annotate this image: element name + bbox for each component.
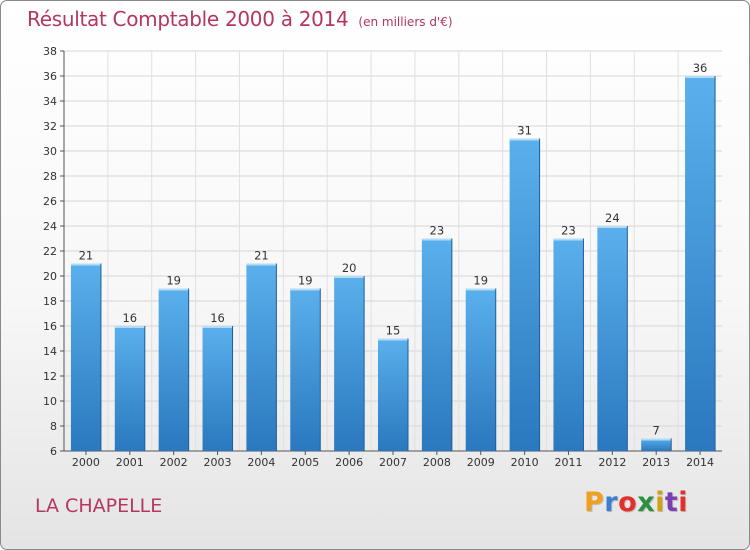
data-label-2002: 19 [166,274,181,288]
data-label-2004: 21 [254,249,269,263]
data-label-2010: 31 [517,124,532,138]
data-label-2001: 16 [122,311,137,325]
bar-highlight-2007 [378,338,408,341]
x-tick-label-2013: 2013 [642,456,670,469]
data-label-2007: 15 [386,324,401,338]
x-tick-label-2007: 2007 [379,456,407,469]
y-tick-label: 14 [43,345,57,358]
bar-highlight-2005 [290,288,321,291]
bars [70,76,716,451]
y-tick-label: 18 [43,295,57,308]
brand-letter: x [637,487,656,518]
y-tick-label: 20 [43,270,57,283]
bar-2000 [70,263,101,451]
y-tick-label: 24 [43,220,57,233]
bar-2006 [334,276,365,451]
x-tick-label-2010: 2010 [511,456,539,469]
bar-highlight-2003 [202,326,233,328]
y-tick-label: 12 [43,370,57,383]
commune-name: LA CHAPELLE [35,495,163,517]
data-label-2009: 19 [473,274,488,288]
brand-letter: o [618,487,638,518]
data-label-2000: 21 [79,249,94,263]
bar-2014 [685,76,716,451]
brand-letter: i [655,487,665,518]
data-label-2013: 7 [653,424,660,438]
brand-letter: i [678,487,689,518]
y-tick-label: 30 [43,145,57,158]
y-tick-label: 32 [43,120,57,133]
brand-logo: Proxiti [584,487,688,518]
x-tick-label-2011: 2011 [554,456,582,469]
x-tick-label-2001: 2001 [116,456,144,469]
bar-2001 [114,326,145,451]
brand-letter: r [604,487,619,518]
x-tick-label-2004: 2004 [247,456,275,469]
bar-highlight-2004 [246,263,277,266]
bar-highlight-2013 [641,438,672,441]
brand-letter: P [584,487,605,518]
data-label-2014: 36 [693,61,708,75]
y-tick-label: 26 [43,195,57,208]
bar-highlight-2009 [465,288,496,291]
bar-highlight-2014 [685,76,716,78]
y-tick-label: 6 [50,445,57,458]
labels: 6 8 10 12 14 16 18 20 22 24 26 28 30 32 34 36 38 21 2000 16… [43,45,714,469]
bar-2013 [641,438,672,451]
x-tick-label-2012: 2012 [598,456,626,469]
data-label-2011: 23 [561,224,576,238]
x-tick-label-2006: 2006 [335,456,363,469]
data-label-2012: 24 [605,211,620,225]
x-tick-label-2000: 2000 [72,456,100,469]
bar-2004 [246,263,277,451]
bar-2008 [421,238,452,451]
y-tick-label: 16 [43,320,57,333]
brand-letter: t [664,487,679,518]
bar-highlight-2010 [509,138,540,141]
bar-2002 [158,288,189,451]
y-tick-label: 28 [43,170,57,183]
bar-highlight-2006 [334,276,365,278]
bar-highlight-2000 [70,263,101,266]
bar-highlight-2011 [553,238,584,241]
y-tick-label: 34 [43,95,57,108]
data-label-2005: 19 [298,274,313,288]
bar-2010 [509,138,540,451]
x-tick-label-2005: 2005 [291,456,319,469]
bar-highlight-2001 [114,326,145,328]
x-tick-label-2009: 2009 [467,456,495,469]
bar-2003 [202,326,233,451]
y-tick-label: 8 [50,420,57,433]
x-tick-label-2003: 2003 [204,456,232,469]
y-tick-label: 22 [43,245,57,258]
y-tick-label: 38 [43,45,57,58]
title-line: Résultat Comptable 2000 à 2014 (en millie… [27,7,453,31]
bar-2007 [378,338,408,451]
data-label-2008: 23 [430,224,445,238]
x-tick-label-2008: 2008 [423,456,451,469]
x-tick-label-2002: 2002 [160,456,188,469]
chart-title: Résultat Comptable 2000 à 2014 [27,7,349,31]
data-label-2006: 20 [342,261,357,275]
x-tick-label-2014: 2014 [686,456,714,469]
bar-2011 [553,238,584,451]
y-tick-label: 36 [43,70,57,83]
bar-highlight-2008 [421,238,452,241]
data-label-2003: 16 [210,311,225,325]
bar-2005 [290,288,321,451]
y-tick-label: 10 [43,395,57,408]
bar-2012 [597,226,628,451]
chart-subtitle: (en milliers d'€) [358,15,453,29]
bar-2009 [465,288,496,451]
bar-highlight-2012 [597,226,628,228]
bar-highlight-2002 [158,288,189,291]
